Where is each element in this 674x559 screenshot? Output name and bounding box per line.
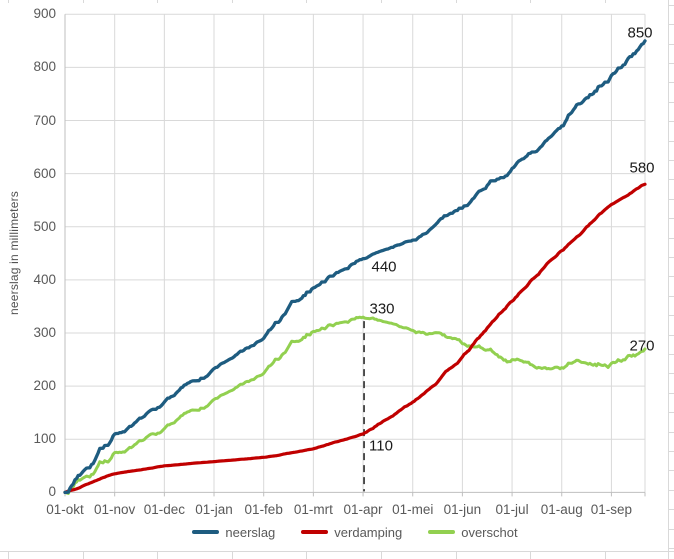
spreadsheet-cell-border bbox=[604, 0, 606, 3]
spreadsheet-cell-border bbox=[530, 0, 532, 3]
x-tick-label: 01-sep bbox=[590, 502, 633, 517]
chart-legend: neerslag verdamping overschot bbox=[65, 521, 645, 543]
spreadsheet-cell-border bbox=[8, 0, 9, 3]
x-tick-label: 01-okt bbox=[46, 502, 84, 517]
x-tick-label: 01-jul bbox=[495, 502, 529, 517]
spreadsheet-cell-border bbox=[306, 552, 308, 559]
y-tick-label: 200 bbox=[33, 378, 56, 394]
spreadsheet-cell-border bbox=[669, 528, 674, 530]
spreadsheet-cell-border bbox=[455, 0, 457, 3]
spreadsheet-cell-border bbox=[669, 451, 674, 452]
legend-item-verdamping: verdamping bbox=[301, 525, 402, 540]
y-tick-label: 300 bbox=[33, 325, 56, 341]
spreadsheet-cell-border bbox=[669, 140, 674, 142]
x-tick-label: 01-mrt bbox=[293, 502, 333, 517]
spreadsheet-cell-border bbox=[669, 354, 674, 355]
spreadsheet-cell-border bbox=[669, 63, 674, 64]
x-tick-label: 01-mei bbox=[392, 502, 434, 517]
x-tick-label: 01-dec bbox=[143, 502, 185, 517]
spreadsheet-cell-border bbox=[669, 160, 674, 161]
spreadsheet-cell-border bbox=[669, 470, 674, 472]
legend-label: neerslag bbox=[225, 524, 276, 540]
spreadsheet-cell-border bbox=[669, 334, 674, 336]
spreadsheet-cell-border bbox=[381, 552, 382, 559]
spreadsheet-cell-border bbox=[669, 315, 674, 317]
y-axis-title: neerslag in millimeters bbox=[7, 191, 21, 315]
spreadsheet-cell-border bbox=[669, 82, 674, 84]
annotation-neerslag-440: 440 bbox=[371, 258, 397, 276]
legend-label: verdamping bbox=[334, 524, 403, 540]
spreadsheet-cell-border bbox=[669, 431, 674, 433]
spreadsheet-cell-border bbox=[669, 295, 674, 297]
spreadsheet-cell-border bbox=[0, 551, 674, 552]
spreadsheet-cell-border bbox=[455, 552, 457, 559]
x-tick-label: 01-aug bbox=[540, 502, 583, 517]
legend-item-neerslag: neerslag bbox=[192, 525, 275, 540]
spreadsheet-cell-border bbox=[669, 198, 674, 200]
spreadsheet-cell-border bbox=[82, 0, 84, 3]
spreadsheet-cell-border bbox=[669, 392, 674, 394]
x-tick-label: 01-apr bbox=[343, 502, 383, 517]
spreadsheet-cell-border bbox=[157, 552, 159, 559]
legend-swatch-neerslag bbox=[192, 530, 220, 534]
annotation-neerslag-850: 850 bbox=[627, 24, 653, 42]
spreadsheet-cell-border bbox=[8, 552, 9, 559]
y-tick-label: 700 bbox=[33, 112, 56, 128]
spreadsheet-cell-border bbox=[381, 0, 382, 3]
spreadsheet-cell-border bbox=[669, 218, 674, 220]
spreadsheet-cell-border bbox=[669, 373, 674, 375]
y-tick-label: 800 bbox=[33, 59, 56, 75]
x-tick-label: 01-jun bbox=[443, 502, 482, 517]
spreadsheet-cell-border bbox=[82, 552, 84, 559]
spreadsheet-cell-border bbox=[669, 4, 674, 6]
y-tick-label: 0 bbox=[48, 484, 56, 500]
y-tick-label: 100 bbox=[33, 431, 56, 447]
y-tick-label: 900 bbox=[33, 6, 56, 22]
spreadsheet-cell-border bbox=[669, 276, 674, 278]
annotation-verdamping-110: 110 bbox=[369, 437, 393, 455]
spreadsheet-cell-border bbox=[669, 509, 674, 511]
x-tick-label: 01-nov bbox=[94, 502, 136, 517]
spreadsheet-cell-border bbox=[231, 552, 233, 559]
spreadsheet-cell-border bbox=[157, 0, 159, 3]
x-tick-label: 01-jan bbox=[195, 502, 233, 517]
x-tick-label: 01-feb bbox=[244, 502, 283, 517]
spreadsheet-cell-border bbox=[669, 257, 674, 258]
series-overschot-line bbox=[63, 315, 647, 495]
legend-label: overschot bbox=[461, 524, 518, 540]
spreadsheet-cell-border bbox=[669, 101, 674, 103]
spreadsheet-cell-border bbox=[669, 548, 674, 549]
annotation-verdamping-580: 580 bbox=[629, 159, 655, 177]
annotation-overschot-270: 270 bbox=[629, 337, 655, 355]
spreadsheet-cell-border bbox=[669, 24, 674, 26]
y-tick-label: 500 bbox=[33, 218, 56, 234]
series-neerslag-line bbox=[63, 39, 647, 495]
y-tick-label: 600 bbox=[33, 165, 56, 181]
spreadsheet-cell-border bbox=[530, 552, 532, 559]
spreadsheet-cell-border bbox=[669, 489, 674, 491]
legend-swatch-verdamping bbox=[301, 530, 329, 534]
spreadsheet-cell-border bbox=[669, 179, 674, 181]
spreadsheet-cell-border bbox=[668, 0, 669, 559]
spreadsheet-cell-border bbox=[231, 0, 233, 3]
spreadsheet-cell-border bbox=[604, 552, 606, 559]
spreadsheet-cell-border bbox=[306, 0, 308, 3]
legend-item-overschot: overschot bbox=[428, 524, 518, 540]
annotation-overschot-330: 330 bbox=[369, 300, 395, 318]
spreadsheet-cell-border bbox=[669, 43, 674, 45]
spreadsheet-cell-border bbox=[669, 237, 674, 239]
spreadsheet-cell-border bbox=[669, 121, 674, 123]
legend-swatch-overschot bbox=[428, 530, 456, 534]
y-tick-label: 400 bbox=[33, 271, 56, 287]
series-verdamping-line bbox=[63, 182, 647, 494]
spreadsheet-cell-border bbox=[669, 412, 674, 414]
